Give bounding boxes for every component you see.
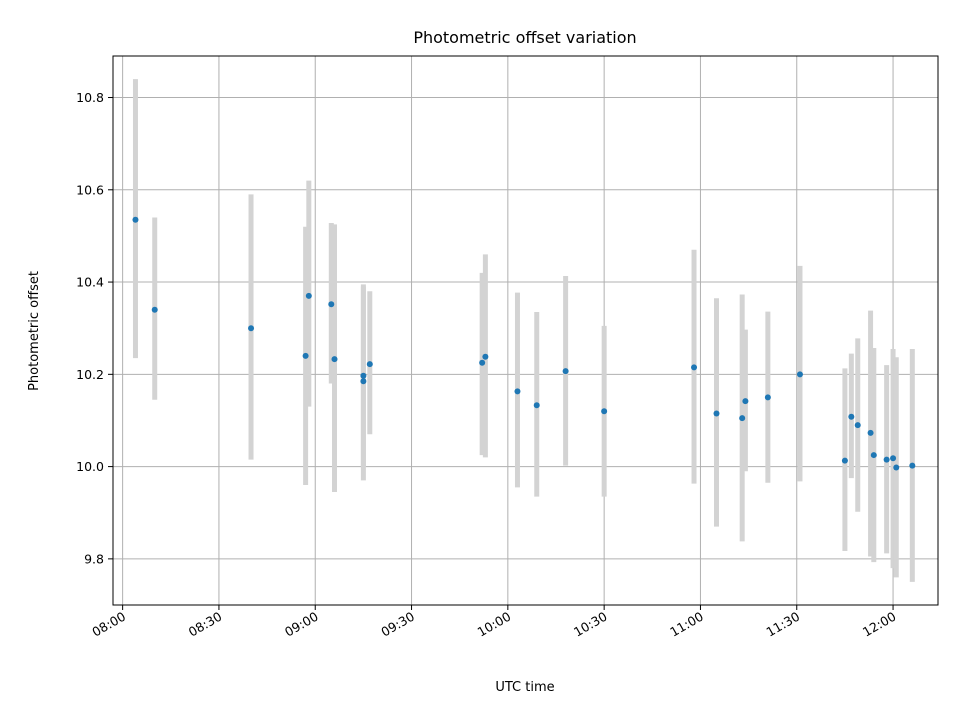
data-point [366,361,373,368]
data-point [893,464,900,471]
data-point [132,216,139,223]
data-point [328,301,335,308]
data-point [302,352,309,359]
data-point [742,398,749,405]
data-point [841,457,848,464]
data-point [331,356,338,363]
data-point [796,371,803,378]
data-point [601,408,608,415]
data-point [764,394,771,401]
y-tick-label: 10.6 [76,182,104,197]
y-tick-label: 9.8 [84,551,104,566]
data-point [890,455,897,462]
data-point [867,429,874,436]
data-point [848,413,855,420]
data-points [132,216,916,471]
y-tick-label: 10.2 [76,367,104,382]
data-point [562,368,569,375]
y-axis-ticks: 9.8 10.0 10.2 10.4 10.6 10.8 [76,90,113,566]
data-point [909,462,916,469]
data-point [360,372,367,379]
plot-frame [112,55,939,606]
data-point [479,359,486,366]
y-axis-label: Photometric offset [27,271,42,391]
data-point [854,422,861,429]
data-point [248,325,255,332]
y-tick-label: 10.4 [76,275,104,290]
data-point [739,415,746,422]
y-tick-label: 10.8 [76,90,104,105]
data-point [514,388,521,395]
data-point [883,456,890,463]
data-point [870,452,877,459]
data-point [482,353,489,360]
data-point [360,378,367,385]
data-point [691,364,698,371]
y-tick-label: 10.0 [76,459,104,474]
data-point [533,402,540,409]
chart-title: Photometric offset variation [413,28,636,47]
x-axis-label: UTC time [495,680,554,695]
data-point [151,306,158,313]
data-point [713,410,720,417]
data-point [305,292,312,299]
